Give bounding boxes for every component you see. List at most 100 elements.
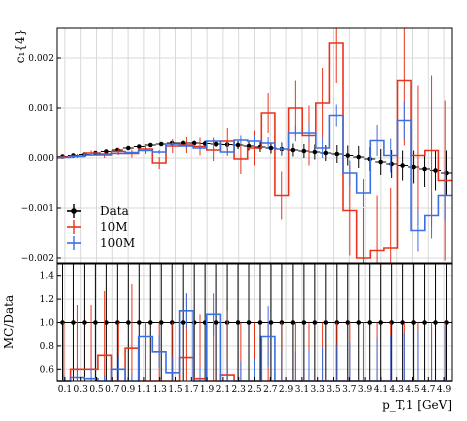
data-point xyxy=(268,320,274,325)
data-point xyxy=(136,144,142,149)
y-tick-label: −0.002 xyxy=(21,254,54,264)
y-tick-label: 1.0 xyxy=(40,319,55,329)
x-tick-label: 0.1 xyxy=(58,385,72,395)
data-point xyxy=(433,168,438,173)
x-tick-label: 3.7 xyxy=(342,385,357,395)
data-point xyxy=(180,140,186,146)
y-tick-label: 0.6 xyxy=(40,365,55,375)
main-panel: 0.002 0.001 0.000 −0.001 −0.002 xyxy=(21,27,453,264)
data-point xyxy=(104,149,109,154)
series-100m xyxy=(57,101,452,252)
data-point xyxy=(389,320,394,325)
x-tick-label: 2.7 xyxy=(263,385,278,395)
data-point xyxy=(301,148,307,154)
x-tick-label: 2.3 xyxy=(232,385,247,395)
ratio-y-axis-title: MC/Data xyxy=(2,295,16,349)
legend-label: 10M xyxy=(100,220,128,234)
plot-frame xyxy=(56,27,453,264)
data-point xyxy=(334,151,340,157)
data-point xyxy=(235,142,241,148)
data-point xyxy=(246,320,252,325)
x-tick-label: 4.5 xyxy=(405,385,420,395)
y-tick-label: −0.001 xyxy=(21,204,54,214)
data-point xyxy=(422,320,427,325)
data-point xyxy=(312,320,318,325)
data-point xyxy=(180,320,186,325)
x-tick-label: 4.7 xyxy=(421,385,436,395)
legend-label: 100M xyxy=(100,236,135,250)
data-point xyxy=(136,320,142,325)
data-point xyxy=(334,320,340,325)
data-point xyxy=(290,320,296,325)
data-point xyxy=(400,163,405,168)
data-point xyxy=(126,145,131,151)
series-data xyxy=(57,264,452,381)
x-tick-label: 2.9 xyxy=(279,385,294,395)
data-point xyxy=(71,320,76,325)
legend-item-100m: 100M xyxy=(67,236,135,250)
y-tick-label: 1.4 xyxy=(40,272,55,282)
x-tick-label: 3.5 xyxy=(326,385,341,395)
data-point xyxy=(433,320,438,325)
data-point xyxy=(378,320,383,325)
main-y-axis-title: c₁{4} xyxy=(13,29,27,63)
x-tick-label: 4.1 xyxy=(374,385,388,395)
data-point xyxy=(356,154,362,160)
legend-item-data: Data xyxy=(67,204,129,218)
data-point xyxy=(246,143,252,149)
data-point xyxy=(367,320,373,325)
x-tick-label: 0.7 xyxy=(105,385,120,395)
data-point xyxy=(126,320,131,325)
data-point xyxy=(312,149,318,155)
data-point xyxy=(115,320,120,325)
data-point xyxy=(323,150,329,156)
legend-item-10m: 10M xyxy=(67,220,128,234)
data-point xyxy=(389,161,394,167)
y-tick-label: 1.2 xyxy=(40,295,54,305)
y-tick-label: 0.8 xyxy=(40,342,55,352)
step-line xyxy=(57,114,452,232)
data-point xyxy=(158,320,164,325)
data-point xyxy=(290,147,296,153)
data-point xyxy=(345,153,351,158)
x-tick-label: 0.3 xyxy=(74,385,89,395)
data-point xyxy=(345,320,351,325)
legend: Data 10M 100M xyxy=(67,204,135,250)
x-tick-label: 1.3 xyxy=(153,385,168,395)
x-tick-label: 0.5 xyxy=(89,385,104,395)
data-point xyxy=(301,320,307,325)
data-point xyxy=(82,320,87,325)
x-tick-label: 4.3 xyxy=(390,385,405,395)
y-tick-label: 0.001 xyxy=(28,104,54,114)
x-tick-label: 4.9 xyxy=(437,385,452,395)
x-tick-label: 2.1 xyxy=(216,385,230,395)
x-tick-label: 1.7 xyxy=(184,385,199,395)
data-point xyxy=(378,159,383,165)
data-point xyxy=(356,320,362,325)
x-tick-label: 1.1 xyxy=(137,385,151,395)
x-tick-label: 1.5 xyxy=(168,385,183,395)
x-tick-label: 0.9 xyxy=(121,385,136,395)
data-point xyxy=(411,164,416,170)
x-tick-label: 3.3 xyxy=(311,385,326,395)
legend-swatch-marker xyxy=(71,208,77,214)
x-tick-label: 3.9 xyxy=(358,385,373,395)
data-point xyxy=(93,320,98,325)
data-point xyxy=(323,320,329,325)
data-point xyxy=(147,142,153,148)
data-point xyxy=(411,320,416,325)
legend-label: Data xyxy=(100,204,129,218)
data-point xyxy=(213,141,219,147)
data-point xyxy=(169,320,175,325)
data-point xyxy=(235,320,241,325)
x-axis-title: p_T,1 [GeV] xyxy=(382,398,452,412)
data-point xyxy=(257,320,263,325)
data-point xyxy=(213,320,219,325)
data-point xyxy=(422,166,427,172)
ratio-panel: 1.41.21.00.80.60.1 0.3 0.5 0.7 0.9 1.1 1.3 1.5 1… xyxy=(40,263,453,395)
y-tick-label: 0.000 xyxy=(28,154,54,164)
x-tick-label: 1.9 xyxy=(200,385,215,395)
data-point xyxy=(104,320,109,325)
data-point xyxy=(400,320,405,325)
